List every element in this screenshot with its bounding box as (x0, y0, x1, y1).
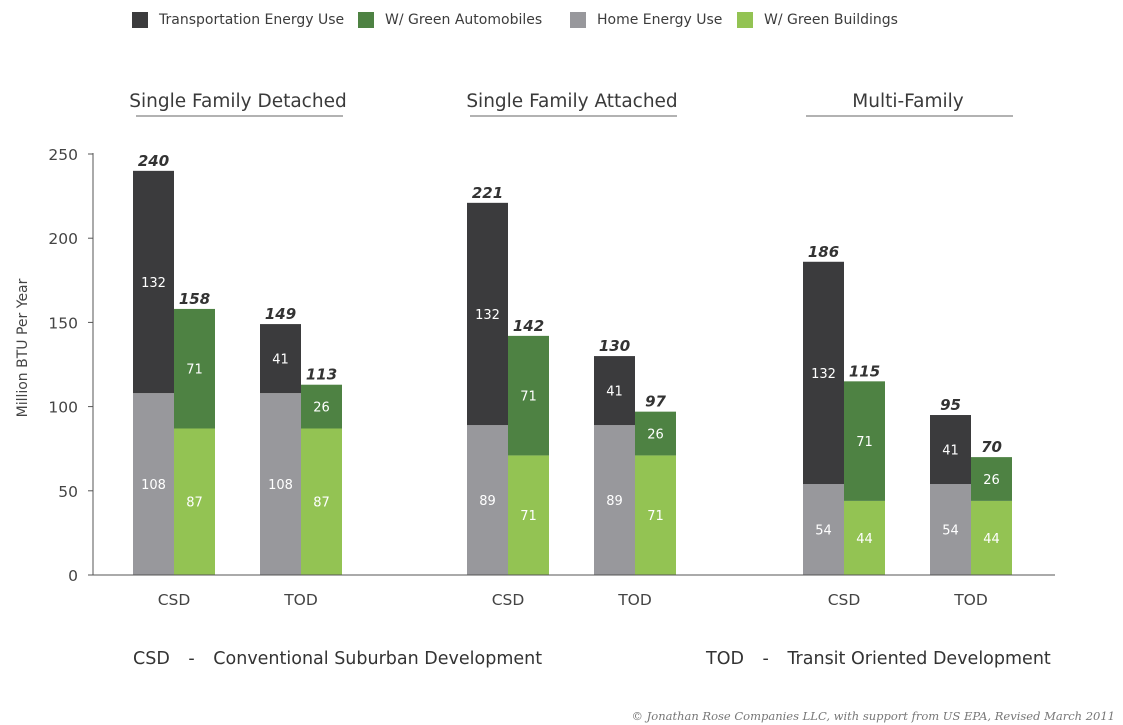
bar-segment-bottom-label: 71 (647, 509, 664, 524)
y-tick-label: 200 (48, 230, 78, 248)
bar-total-label: 130 (599, 337, 630, 355)
bar-segment-bottom (844, 500, 885, 575)
legend-swatch-home-energy (570, 12, 586, 28)
legend-item-green-automobiles: W/ Green Automobiles (358, 12, 542, 28)
legend-item-home-energy: Home Energy Use (570, 12, 722, 28)
bar-segment-bottom (508, 455, 549, 575)
tod-abbr: TOD (706, 649, 744, 669)
bar-segment-top (844, 381, 885, 501)
bar-segment-top-label: 41 (606, 385, 623, 400)
bar-total-label: 142 (513, 317, 544, 335)
bar-segment-top (803, 261, 844, 485)
bar-segment-bottom-label: 54 (815, 524, 832, 539)
y-tick-label: 0 (68, 567, 78, 585)
y-tick-label: 50 (58, 483, 78, 501)
bar-segment-top (971, 457, 1012, 501)
bar-segment-bottom-label: 108 (141, 478, 166, 493)
bar-segment-top-label: 132 (141, 276, 166, 291)
bar-segment-top-label: 71 (520, 390, 537, 405)
bar-segment-top (467, 202, 508, 426)
x-category-label: TOD (283, 591, 318, 609)
group-title: Single Family Detached (129, 91, 346, 112)
bar-segment-top (133, 170, 174, 394)
bar-segment-top (508, 335, 549, 456)
bar-segment-top (174, 308, 215, 429)
bar-segment-bottom (971, 500, 1012, 575)
bar-total-label: 115 (849, 362, 880, 380)
legend-label-green-buildings: W/ Green Buildings (764, 12, 898, 28)
bar-total-label: 221 (472, 184, 503, 202)
y-tick-label: 150 (48, 314, 78, 332)
bar-segment-bottom (133, 393, 174, 575)
y-axis-title: Million BTU Per Year (15, 278, 31, 417)
bar-segment-top-label: 71 (186, 363, 203, 378)
bar-segment-bottom-label: 87 (186, 496, 203, 511)
bar-segment-top-label: 26 (983, 473, 1000, 488)
x-category-label: TOD (953, 591, 988, 609)
bar-total-label: 158 (179, 290, 210, 308)
x-category-label: CSD (158, 591, 191, 609)
legend-item-transportation: Transportation Energy Use (132, 12, 344, 28)
y-tick-label: 100 (48, 399, 78, 417)
bar-segment-bottom (635, 455, 676, 575)
bar-segment-bottom-label: 89 (606, 494, 623, 509)
legend-label-home-energy: Home Energy Use (597, 12, 723, 28)
bar-segment-top (260, 324, 301, 394)
bar-total-label: 186 (808, 243, 839, 261)
bar-segment-bottom (174, 428, 215, 575)
bar-total-label: 70 (981, 438, 1002, 456)
x-category-label: TOD (617, 591, 652, 609)
bar-segment-bottom-label: 54 (942, 524, 959, 539)
bar-segment-top (930, 415, 971, 485)
csd-footnote: CSD - Conventional Suburban Development (133, 649, 542, 669)
bar-segment-top-label: 132 (811, 367, 836, 382)
legend-item-green-buildings: W/ Green Buildings (737, 12, 898, 28)
bar-segment-bottom (260, 393, 301, 575)
bar-segment-top-label: 41 (942, 444, 959, 459)
bar-segment-bottom-label: 44 (983, 532, 1000, 547)
bar-segment-top-label: 71 (856, 435, 873, 450)
tod-text: Transit Oriented Development (787, 649, 1051, 669)
bar-segment-top (635, 411, 676, 456)
legend-swatch-transportation (132, 12, 148, 28)
bar-segment-bottom (301, 428, 342, 575)
legend-swatch-green-automobiles (358, 12, 374, 28)
legend-label-green-automobiles: W/ Green Automobiles (385, 12, 543, 28)
csd-abbr: CSD (133, 649, 170, 669)
bar-segment-bottom (803, 484, 844, 575)
bar-segment-bottom-label: 87 (313, 496, 330, 511)
group-title: Single Family Attached (466, 91, 677, 112)
csd-separator: - (188, 649, 195, 669)
bar-segment-top (594, 356, 635, 426)
x-category-label: CSD (492, 591, 525, 609)
bar-total-label: 95 (940, 396, 961, 414)
bar-segment-top-label: 41 (272, 353, 289, 368)
bar-segment-top-label: 26 (647, 428, 664, 443)
bar-segment-top (301, 384, 342, 429)
csd-text: Conventional Suburban Development (213, 649, 543, 669)
bar-segment-bottom-label: 108 (268, 478, 293, 493)
legend-label-transportation: Transportation Energy Use (159, 12, 345, 28)
bar-segment-bottom-label: 71 (520, 509, 537, 524)
bar-segment-bottom (467, 425, 508, 575)
tod-separator: - (762, 649, 769, 669)
bar-segment-bottom (594, 425, 635, 575)
y-tick-label: 250 (48, 146, 78, 164)
x-category-label: CSD (828, 591, 861, 609)
bar-segment-bottom (930, 484, 971, 575)
bar-segment-top-label: 26 (313, 401, 330, 416)
bar-segment-bottom-label: 89 (479, 494, 496, 509)
bar-total-label: 113 (306, 366, 337, 384)
copyright-notice: © Jonathan Rose Companies LLC, with supp… (631, 709, 1115, 723)
bar-total-label: 240 (138, 152, 169, 170)
group-title: Multi-Family (852, 91, 963, 112)
legend-swatch-green-buildings (737, 12, 753, 28)
bar-total-label: 149 (265, 305, 296, 323)
bar-segment-bottom-label: 44 (856, 532, 873, 547)
bar-segment-top-label: 132 (475, 308, 500, 323)
tod-footnote: TOD - Transit Oriented Development (706, 649, 1051, 669)
bar-total-label: 97 (645, 393, 666, 411)
